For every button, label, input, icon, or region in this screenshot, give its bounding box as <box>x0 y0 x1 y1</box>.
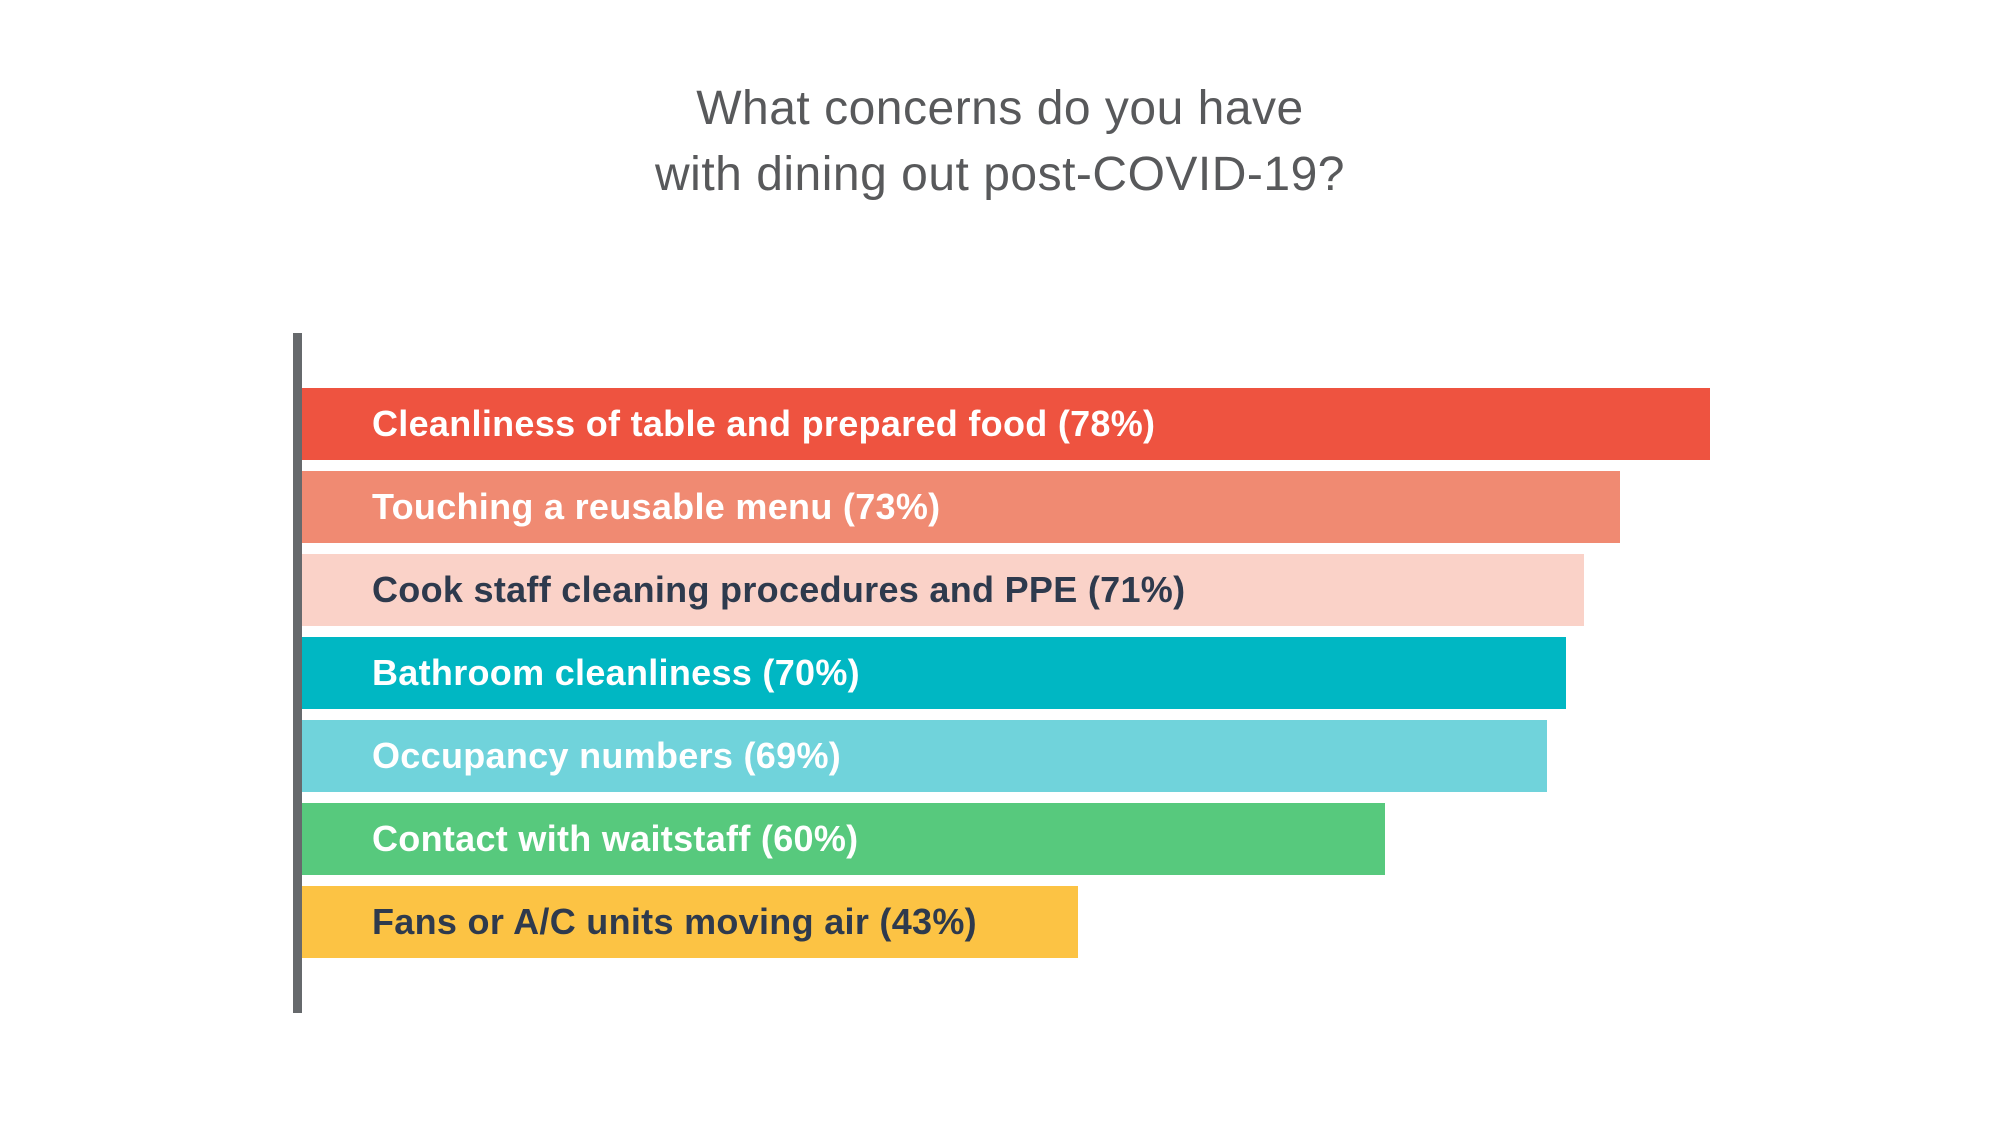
chart-title: What concerns do you have with dining ou… <box>0 76 2000 208</box>
bar-contact-with-waitstaff: Contact with waitstaff (60%) <box>302 803 1385 875</box>
bar-bathroom-cleanliness: Bathroom cleanliness (70%) <box>302 637 1566 709</box>
bar-touching-reusable-menu: Touching a reusable menu (73%) <box>302 471 1620 543</box>
bar-cook-staff-cleaning: Cook staff cleaning procedures and PPE (… <box>302 554 1584 626</box>
bar-label: Bathroom cleanliness (70%) <box>372 652 860 693</box>
chart-title-line-1: What concerns do you have <box>696 82 1304 135</box>
chart-title-line-2: with dining out post-COVID-19? <box>655 148 1345 201</box>
bars-container: Cleanliness of table and prepared food (… <box>302 388 2000 958</box>
bar-fans-or-ac-units: Fans or A/C units moving air (43%) <box>302 886 1079 958</box>
bar-label: Occupancy numbers (69%) <box>372 735 842 776</box>
bar-cleanliness-of-table: Cleanliness of table and prepared food (… <box>302 388 1710 460</box>
bar-label: Fans or A/C units moving air (43%) <box>372 901 977 942</box>
bar-occupancy-numbers: Occupancy numbers (69%) <box>302 720 1548 792</box>
y-axis-line <box>293 333 302 1013</box>
bar-label: Cook staff cleaning procedures and PPE (… <box>372 569 1186 610</box>
bar-label: Contact with waitstaff (60%) <box>372 818 859 859</box>
bar-label: Cleanliness of table and prepared food (… <box>372 403 1156 444</box>
bar-label: Touching a reusable menu (73%) <box>372 486 941 527</box>
